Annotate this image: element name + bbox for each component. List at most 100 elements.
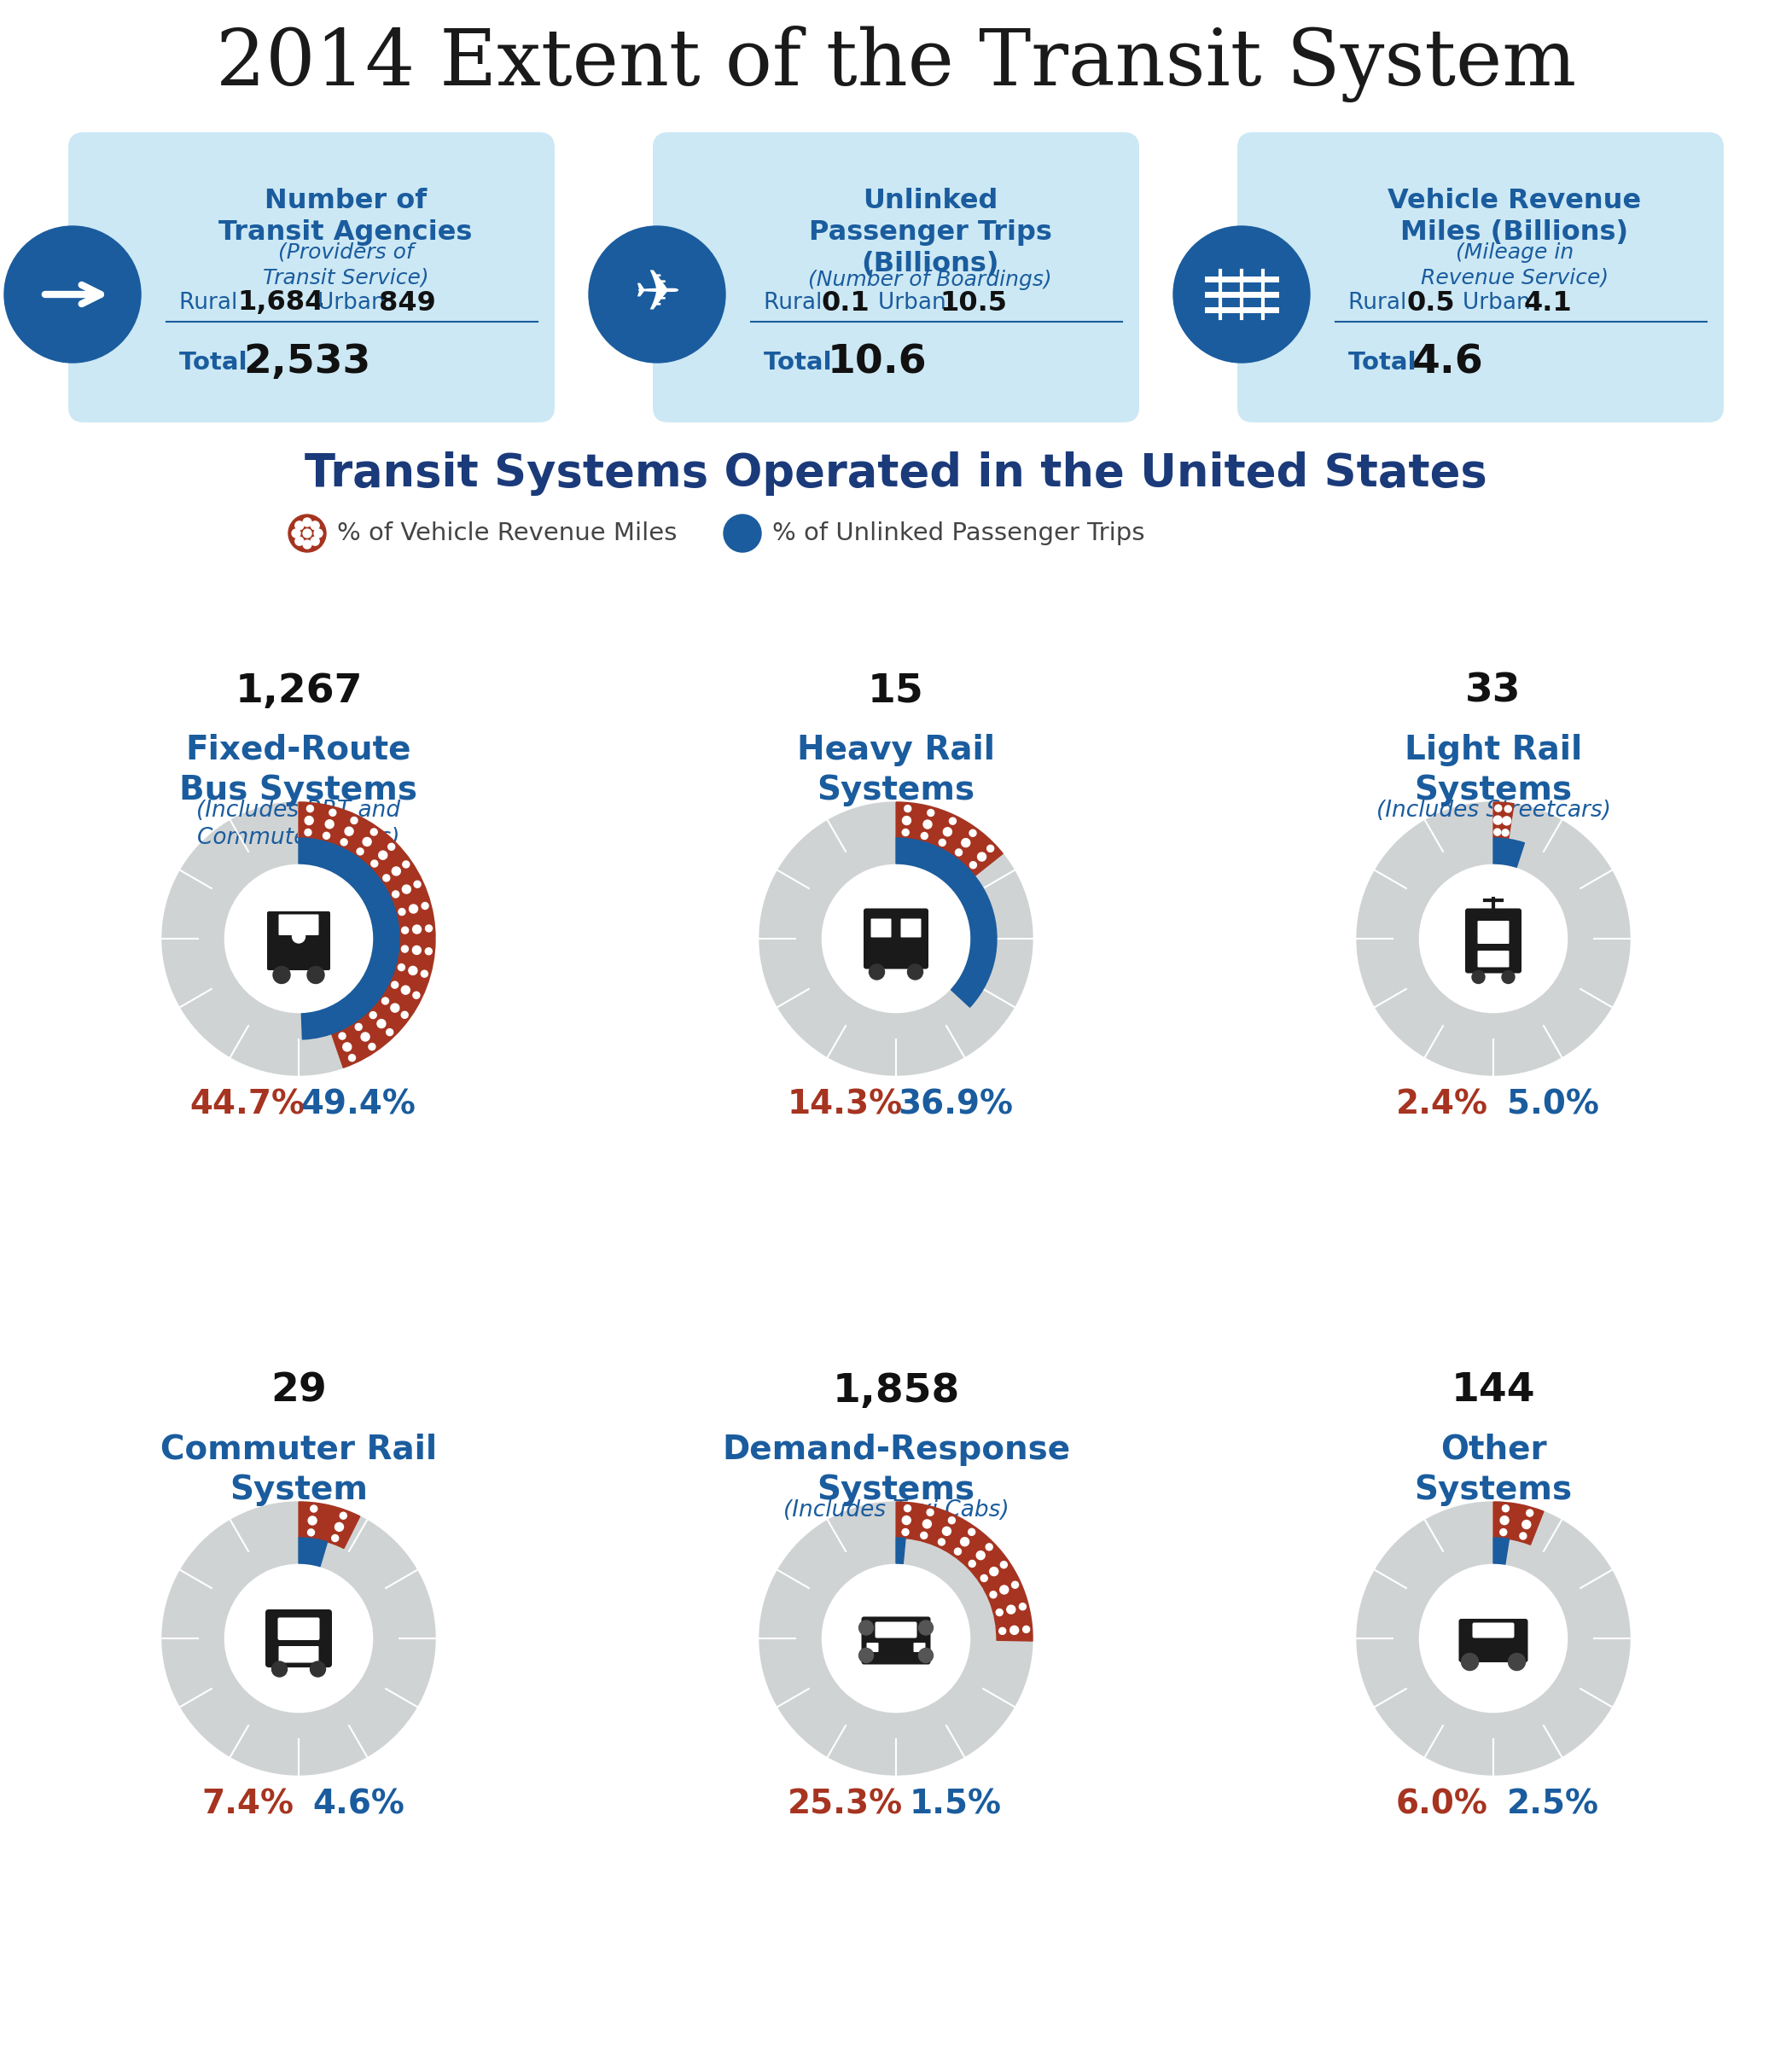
Circle shape <box>977 1550 986 1561</box>
Circle shape <box>303 541 312 549</box>
Wedge shape <box>1493 1501 1543 1544</box>
Circle shape <box>296 522 303 530</box>
Circle shape <box>1023 1626 1030 1632</box>
Text: 4.6%: 4.6% <box>312 1788 405 1821</box>
Text: 36.9%: 36.9% <box>898 1090 1012 1122</box>
Circle shape <box>296 537 303 545</box>
FancyBboxPatch shape <box>278 1647 319 1663</box>
Circle shape <box>323 831 330 840</box>
Circle shape <box>378 850 387 860</box>
Circle shape <box>1495 805 1502 811</box>
Circle shape <box>1505 805 1511 813</box>
FancyBboxPatch shape <box>862 1616 930 1665</box>
Circle shape <box>724 514 762 553</box>
Text: 44.7%: 44.7% <box>190 1090 305 1122</box>
Circle shape <box>369 1042 375 1051</box>
Circle shape <box>590 225 726 362</box>
Wedge shape <box>299 1501 360 1548</box>
Circle shape <box>403 860 409 868</box>
Text: % of Unlinked Passenger Trips: % of Unlinked Passenger Trips <box>772 522 1145 545</box>
Text: 2014 Extent of the Transit System: 2014 Extent of the Transit System <box>215 25 1577 102</box>
Circle shape <box>310 522 319 530</box>
Circle shape <box>943 827 952 836</box>
Circle shape <box>926 1509 934 1516</box>
Text: 25.3%: 25.3% <box>787 1788 903 1821</box>
Text: 2.5%: 2.5% <box>1507 1788 1598 1821</box>
Circle shape <box>1007 1606 1016 1614</box>
Wedge shape <box>1392 1538 1595 1739</box>
Circle shape <box>340 1511 346 1520</box>
Circle shape <box>905 805 910 813</box>
FancyBboxPatch shape <box>874 1622 918 1638</box>
Text: Rural: Rural <box>179 291 246 313</box>
Circle shape <box>1011 1626 1018 1634</box>
Circle shape <box>371 829 378 836</box>
Circle shape <box>383 874 391 881</box>
Text: 0.5: 0.5 <box>1407 289 1455 315</box>
Circle shape <box>292 528 301 537</box>
Circle shape <box>903 817 910 825</box>
Text: Transit Systems Operated in the United States: Transit Systems Operated in the United S… <box>305 451 1487 496</box>
Circle shape <box>1502 829 1509 836</box>
Circle shape <box>412 991 419 999</box>
Circle shape <box>1520 1532 1527 1540</box>
FancyBboxPatch shape <box>652 133 1140 422</box>
Text: Urban: Urban <box>1462 291 1538 313</box>
Text: Total: Total <box>179 350 256 375</box>
Circle shape <box>858 1620 873 1634</box>
Circle shape <box>335 1522 344 1532</box>
Wedge shape <box>1357 803 1631 1075</box>
Text: 0.1: 0.1 <box>823 289 871 315</box>
Circle shape <box>955 1548 961 1554</box>
Text: 29: 29 <box>271 1372 326 1411</box>
Circle shape <box>401 946 409 952</box>
Text: Fixed-Route
Bus Systems: Fixed-Route Bus Systems <box>179 733 418 807</box>
Circle shape <box>1423 868 1563 1008</box>
Circle shape <box>1471 971 1486 983</box>
Circle shape <box>923 1520 932 1528</box>
Wedge shape <box>796 1538 996 1739</box>
Circle shape <box>907 965 923 979</box>
Circle shape <box>355 1024 362 1030</box>
Circle shape <box>921 1532 926 1538</box>
Text: (Includes BRT and
Commuter Buses): (Includes BRT and Commuter Buses) <box>197 799 401 850</box>
Circle shape <box>969 1561 975 1567</box>
FancyBboxPatch shape <box>901 920 921 938</box>
Circle shape <box>326 819 333 827</box>
Circle shape <box>308 1516 317 1526</box>
Wedge shape <box>197 838 400 1038</box>
Circle shape <box>272 1661 287 1677</box>
Circle shape <box>1000 1585 1009 1593</box>
Text: 2.4%: 2.4% <box>1396 1090 1487 1122</box>
Circle shape <box>391 981 398 989</box>
Text: 49.4%: 49.4% <box>301 1090 416 1122</box>
Circle shape <box>1502 1505 1509 1511</box>
FancyBboxPatch shape <box>68 133 556 422</box>
Circle shape <box>310 537 319 545</box>
Circle shape <box>1020 1604 1027 1610</box>
Text: 7.4%: 7.4% <box>201 1788 294 1821</box>
Text: 10.5: 10.5 <box>939 289 1007 315</box>
Circle shape <box>955 850 962 856</box>
Circle shape <box>905 1505 910 1511</box>
Circle shape <box>962 838 969 848</box>
Text: Rural: Rural <box>763 291 830 313</box>
Circle shape <box>306 967 324 983</box>
FancyBboxPatch shape <box>867 1642 878 1653</box>
Circle shape <box>826 868 966 1008</box>
Circle shape <box>923 819 932 829</box>
Text: 1,684: 1,684 <box>237 289 324 315</box>
Circle shape <box>425 948 432 954</box>
Circle shape <box>926 809 934 817</box>
Wedge shape <box>1392 838 1595 1038</box>
FancyBboxPatch shape <box>1236 133 1724 422</box>
Circle shape <box>1460 1653 1478 1671</box>
Circle shape <box>968 1528 975 1536</box>
Circle shape <box>425 926 432 932</box>
FancyBboxPatch shape <box>265 1610 332 1667</box>
Circle shape <box>961 1538 969 1546</box>
Circle shape <box>339 1032 346 1040</box>
Circle shape <box>342 1042 351 1051</box>
Text: 144: 144 <box>1452 1372 1536 1411</box>
Circle shape <box>939 840 946 846</box>
